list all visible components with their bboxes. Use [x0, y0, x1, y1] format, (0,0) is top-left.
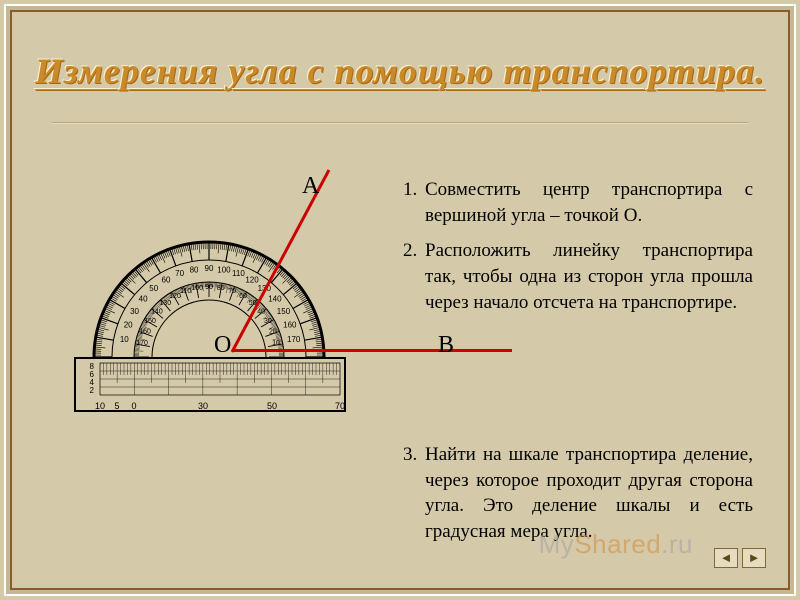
svg-text:100: 100: [191, 285, 203, 292]
step-1: 1. Совместить центр транспортира с верши…: [403, 177, 753, 228]
step-3-num: 3.: [403, 442, 425, 545]
slide-frame: Измерения угла с помощью транспортира. 1…: [10, 10, 790, 590]
svg-text:160: 160: [283, 321, 297, 330]
slide-title: Измерения угла с помощью транспортира.: [12, 50, 788, 92]
svg-text:80: 80: [217, 285, 225, 292]
watermark-my: My: [539, 529, 575, 559]
svg-text:150: 150: [277, 307, 291, 316]
svg-text:10: 10: [95, 401, 105, 411]
svg-text:130: 130: [159, 300, 171, 307]
svg-text:20: 20: [124, 321, 133, 330]
svg-text:30: 30: [198, 401, 208, 411]
svg-text:50: 50: [267, 401, 277, 411]
svg-text:40: 40: [139, 295, 148, 304]
svg-text:2: 2: [90, 386, 95, 395]
svg-text:5: 5: [114, 401, 119, 411]
step-2-num: 2.: [403, 238, 425, 315]
svg-text:20: 20: [269, 329, 277, 336]
step-2-text: Расположить линейку транспортира так, чт…: [425, 238, 753, 315]
watermark-ru: .ru: [661, 529, 693, 559]
svg-text:70: 70: [175, 269, 184, 278]
step-1-num: 1.: [403, 177, 425, 228]
svg-text:60: 60: [239, 293, 247, 300]
svg-text:50: 50: [149, 284, 158, 293]
svg-text:10: 10: [120, 335, 129, 344]
svg-text:80: 80: [190, 265, 199, 274]
prev-button[interactable]: ◄: [714, 548, 738, 568]
label-O: О: [214, 332, 231, 359]
protractor-diagram: 1017020160301504014050130601207011080100…: [74, 222, 364, 432]
svg-text:170: 170: [287, 335, 301, 344]
svg-text:70: 70: [335, 401, 345, 411]
steps-top: 1. Совместить центр транспортира с верши…: [403, 177, 753, 325]
step-1-text: Совместить центр транспортира с вершиной…: [425, 177, 753, 228]
svg-text:110: 110: [180, 288, 191, 295]
svg-text:170: 170: [136, 340, 148, 347]
divider: [52, 122, 748, 124]
watermark: MyShared.ru: [539, 529, 693, 560]
svg-text:100: 100: [217, 265, 231, 274]
svg-text:30: 30: [130, 307, 139, 316]
watermark-shared: Shared: [574, 529, 661, 559]
ruler: 8642 1050305070: [74, 357, 346, 412]
svg-text:110: 110: [232, 269, 245, 278]
nav-buttons: ◄ ►: [714, 548, 766, 568]
next-button[interactable]: ►: [742, 548, 766, 568]
svg-text:30: 30: [264, 318, 272, 325]
svg-text:150: 150: [144, 318, 156, 325]
label-A: А: [302, 173, 319, 200]
svg-text:140: 140: [268, 295, 282, 304]
ray-OB: [232, 349, 512, 352]
svg-text:90: 90: [205, 284, 213, 291]
svg-text:60: 60: [162, 276, 171, 285]
svg-text:160: 160: [139, 329, 151, 336]
svg-text:70: 70: [228, 288, 236, 295]
svg-text:130: 130: [258, 284, 272, 293]
svg-text:10: 10: [272, 340, 280, 347]
step-2: 2. Расположить линейку транспортира так,…: [403, 238, 753, 315]
svg-text:0: 0: [131, 401, 136, 411]
label-B: В: [438, 332, 454, 359]
svg-text:140: 140: [151, 308, 163, 315]
svg-text:90: 90: [205, 264, 214, 273]
svg-text:40: 40: [257, 308, 265, 315]
svg-text:50: 50: [249, 300, 257, 307]
